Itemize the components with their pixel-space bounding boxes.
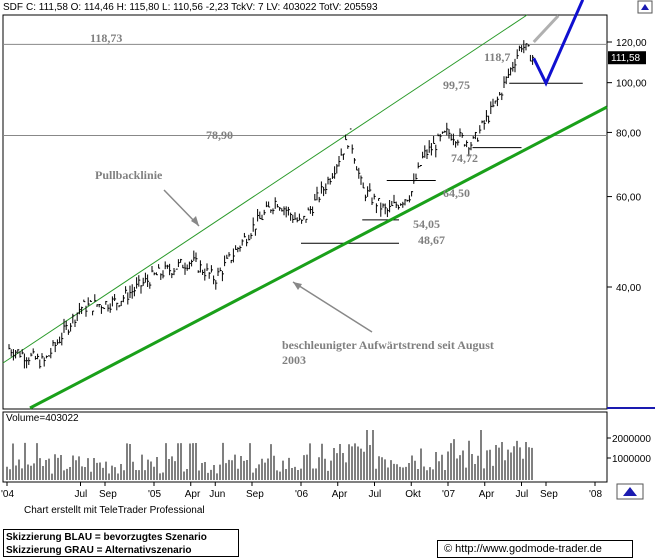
last-price-badge bbox=[608, 51, 646, 65]
upper-channel-line bbox=[2, 14, 528, 364]
time-tick-label: Jul bbox=[516, 489, 529, 500]
volume-tick-2000000: 2000000 bbox=[612, 434, 651, 445]
price-tick-label: 80,00 bbox=[616, 128, 641, 139]
time-tick-label: Sep bbox=[99, 489, 117, 500]
price-tick-label: 60,00 bbox=[616, 193, 641, 204]
time-tick-label: '08 bbox=[589, 489, 602, 500]
header-symbol: SDF bbox=[3, 2, 23, 13]
time-tick-label: Apr bbox=[479, 489, 495, 500]
time-tick-label: '04 bbox=[1, 489, 14, 500]
pullback-label: Pullbacklinie bbox=[95, 168, 163, 182]
level-label-99-75: 99,75 bbox=[443, 78, 470, 92]
time-tick-label: '05 bbox=[148, 489, 161, 500]
trend-label-line2: 2003 bbox=[282, 353, 306, 367]
level-label-74-72: 74,72 bbox=[451, 151, 478, 165]
level-label-118-73: 118,73 bbox=[90, 31, 122, 45]
header-quote-line: C: 111,58 O: 114,46 H: 115,80 L: 110,56 … bbox=[26, 2, 378, 13]
volume-label: Volume=403022 bbox=[6, 413, 79, 424]
scenario-legend: Skizzierung BLAU = bevorzugtes Szenario … bbox=[3, 529, 239, 557]
time-tick-label: Jun bbox=[209, 489, 225, 500]
level-label-64-50: 64,50 bbox=[443, 186, 470, 200]
time-tick-label: Sep bbox=[246, 489, 264, 500]
last-price-value: 111,58 bbox=[611, 53, 641, 64]
level-label-48-67: 48,67 bbox=[418, 233, 445, 247]
copyright-icon: © bbox=[444, 543, 453, 555]
preferred-scenario-path bbox=[532, 0, 585, 87]
time-tick-label: Jul bbox=[75, 489, 88, 500]
time-tick-label: Okt bbox=[405, 489, 421, 500]
level-label-54-05: 54,05 bbox=[413, 217, 440, 231]
volume-tick-1000000: 1000000 bbox=[612, 454, 651, 465]
trend-line bbox=[29, 105, 608, 410]
legend-gray: Skizzierung GRAU = Alternativszenario bbox=[6, 545, 192, 556]
source-url-box[interactable]: © http://www.godmode-trader.de bbox=[437, 540, 633, 558]
legend-blue: Skizzierung BLAU = bevorzugtes Szenario bbox=[6, 532, 207, 543]
pointer-arrowhead bbox=[293, 282, 302, 290]
credit-text: Chart erstellt mit TeleTrader Profession… bbox=[24, 505, 205, 516]
source-url[interactable]: http://www.godmode-trader.de bbox=[455, 543, 602, 555]
scroll-up-icon bbox=[641, 4, 649, 10]
chart-tool-icon bbox=[623, 487, 637, 496]
level-label-78-90: 78,90 bbox=[206, 128, 233, 142]
time-tick-label: Sep bbox=[540, 489, 558, 500]
trend-pointer bbox=[292, 281, 373, 333]
time-tick-label: Apr bbox=[185, 489, 201, 500]
time-tick-label: '06 bbox=[295, 489, 308, 500]
pointer-arrowhead bbox=[191, 216, 199, 226]
level-label-118-near: 118,7 bbox=[484, 50, 510, 64]
price-tick-label: 100,00 bbox=[616, 79, 647, 90]
price-tick-label: 40,00 bbox=[616, 283, 641, 294]
time-tick-label: Apr bbox=[332, 489, 348, 500]
trend-label-line1: beschleunigter Aufwärtstrend seit August bbox=[282, 338, 494, 352]
price-tick-label: 120,00 bbox=[616, 38, 647, 49]
alternative-scenario-path bbox=[532, 14, 560, 44]
time-tick-label: '07 bbox=[442, 489, 455, 500]
time-tick-label: Jul bbox=[369, 489, 382, 500]
